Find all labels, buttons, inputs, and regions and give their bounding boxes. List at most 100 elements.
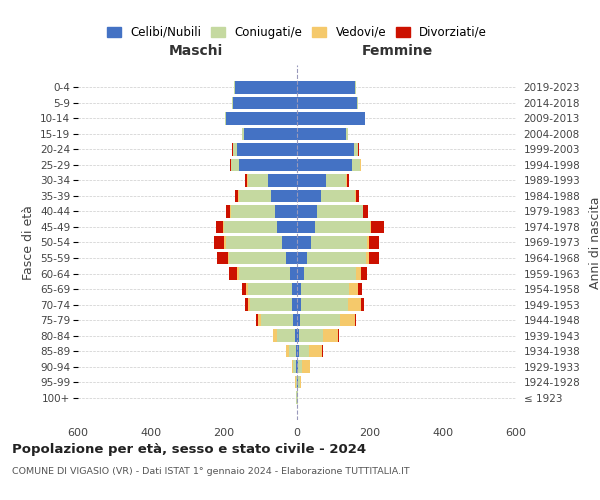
Bar — [223, 221, 224, 233]
Text: COMUNE DI VIGASIO (VR) - Dati ISTAT 1° gennaio 2024 - Elaborazione TUTTITALIA.IT: COMUNE DI VIGASIO (VR) - Dati ISTAT 1° g… — [12, 468, 410, 476]
Bar — [256, 314, 257, 326]
Bar — [355, 190, 356, 202]
Bar — [297, 143, 353, 156]
Bar — [235, 190, 238, 202]
Bar — [290, 268, 297, 280]
Bar — [225, 112, 226, 124]
Bar — [233, 143, 237, 156]
Bar — [248, 283, 292, 296]
Bar — [362, 206, 364, 218]
Bar — [346, 174, 347, 186]
Bar — [360, 158, 361, 171]
Bar — [370, 221, 371, 233]
Bar — [232, 96, 233, 109]
Bar — [238, 190, 239, 202]
Bar — [214, 236, 224, 248]
Bar — [356, 268, 361, 280]
Bar — [250, 298, 292, 311]
Bar — [321, 190, 355, 202]
Bar — [233, 96, 297, 109]
Bar — [369, 236, 379, 248]
Bar — [245, 174, 247, 186]
Bar — [322, 345, 323, 358]
Bar — [260, 314, 293, 326]
Bar — [296, 345, 297, 358]
Bar — [352, 158, 360, 171]
Bar — [272, 330, 273, 342]
Bar — [245, 298, 248, 311]
Bar — [309, 345, 322, 358]
Bar — [348, 298, 361, 311]
Bar — [326, 174, 346, 186]
Bar — [361, 298, 364, 311]
Bar — [368, 252, 379, 264]
Bar — [232, 158, 239, 171]
Bar — [296, 360, 297, 373]
Bar — [275, 206, 297, 218]
Bar — [297, 345, 299, 358]
Bar — [242, 283, 246, 296]
Bar — [239, 158, 297, 171]
Bar — [297, 158, 352, 171]
Bar — [237, 268, 239, 280]
Text: Femmine: Femmine — [362, 44, 433, 58]
Y-axis label: Fasce di età: Fasce di età — [22, 205, 35, 280]
Bar — [271, 190, 297, 202]
Bar — [224, 236, 226, 248]
Bar — [358, 283, 362, 296]
Bar — [367, 236, 369, 248]
Bar — [304, 268, 356, 280]
Bar — [311, 236, 367, 248]
Bar — [346, 128, 348, 140]
Bar — [353, 143, 358, 156]
Bar — [239, 268, 290, 280]
Bar — [248, 298, 250, 311]
Bar — [226, 236, 283, 248]
Legend: Celibi/Nubili, Coniugati/e, Vedovi/e, Divorziati/e: Celibi/Nubili, Coniugati/e, Vedovi/e, Di… — [102, 21, 492, 44]
Bar — [357, 96, 358, 109]
Bar — [297, 221, 315, 233]
Bar — [317, 206, 362, 218]
Bar — [371, 221, 384, 233]
Bar — [300, 314, 340, 326]
Bar — [301, 298, 348, 311]
Bar — [297, 236, 311, 248]
Bar — [292, 360, 293, 373]
Bar — [355, 314, 356, 326]
Bar — [358, 143, 359, 156]
Bar — [277, 221, 297, 233]
Bar — [293, 314, 297, 326]
Bar — [298, 376, 299, 388]
Bar — [226, 112, 297, 124]
Bar — [232, 206, 275, 218]
Bar — [302, 360, 310, 373]
Bar — [292, 298, 297, 311]
Bar — [297, 174, 326, 186]
Bar — [286, 345, 289, 358]
Bar — [299, 330, 323, 342]
Text: Popolazione per età, sesso e stato civile - 2024: Popolazione per età, sesso e stato civil… — [12, 442, 366, 456]
Bar — [299, 345, 309, 358]
Bar — [297, 96, 357, 109]
Bar — [297, 360, 298, 373]
Y-axis label: Anni di nascita: Anni di nascita — [589, 196, 600, 289]
Bar — [286, 252, 297, 264]
Bar — [356, 190, 359, 202]
Bar — [224, 221, 277, 233]
Bar — [232, 143, 233, 156]
Bar — [216, 221, 223, 233]
Bar — [340, 314, 355, 326]
Bar — [227, 252, 229, 264]
Bar — [242, 128, 244, 140]
Bar — [297, 298, 301, 311]
Bar — [226, 206, 230, 218]
Bar — [297, 81, 355, 94]
Bar — [230, 158, 232, 171]
Bar — [297, 330, 299, 342]
Bar — [315, 221, 370, 233]
Bar — [295, 330, 297, 342]
Bar — [217, 252, 227, 264]
Text: Maschi: Maschi — [169, 44, 223, 58]
Bar — [235, 81, 297, 94]
Bar — [257, 314, 260, 326]
